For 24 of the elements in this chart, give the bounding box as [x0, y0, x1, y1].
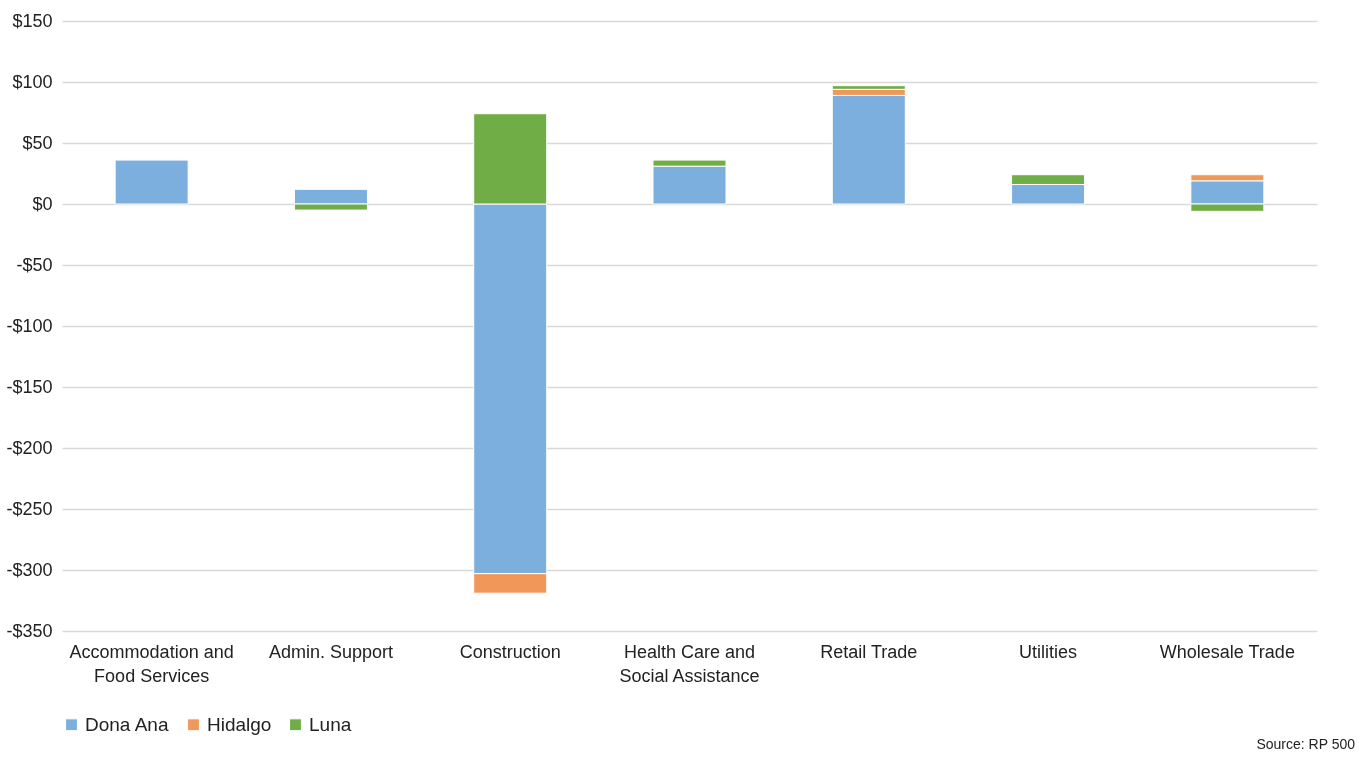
y-tick-label: -$50	[16, 254, 53, 275]
legend-label: Luna	[309, 713, 352, 735]
bar	[831, 94, 906, 205]
y-tick-label: $100	[12, 71, 53, 92]
x-tick-label: Utilities	[1019, 641, 1078, 662]
bar	[114, 159, 189, 205]
y-tick-label: $150	[12, 10, 53, 31]
y-tick-label: -$200	[6, 437, 53, 458]
y-tick-label: -$250	[6, 498, 53, 519]
x-tick-label: Health Care and Social Assistance	[619, 641, 760, 686]
y-tick-label: -$350	[6, 620, 53, 641]
legend-label: Dona Ana	[85, 713, 169, 735]
source-note: Source: RP 500	[1256, 736, 1355, 752]
x-tick-label: Wholesale Trade	[1159, 641, 1295, 662]
y-tick-label: -$150	[6, 376, 53, 397]
y-tick-label: -$300	[6, 559, 53, 580]
x-tick-label: Construction	[459, 641, 561, 662]
y-tick-label: -$100	[6, 315, 53, 336]
x-tick-label: Admin. Support	[268, 641, 393, 662]
y-tick-label: $50	[22, 132, 53, 153]
x-tick-label: Accommodation and Food Services	[69, 641, 234, 686]
x-tick-label: Retail Trade	[820, 641, 918, 662]
legend-label: Hidalgo	[207, 713, 272, 735]
y-tick-label: $0	[32, 193, 53, 214]
